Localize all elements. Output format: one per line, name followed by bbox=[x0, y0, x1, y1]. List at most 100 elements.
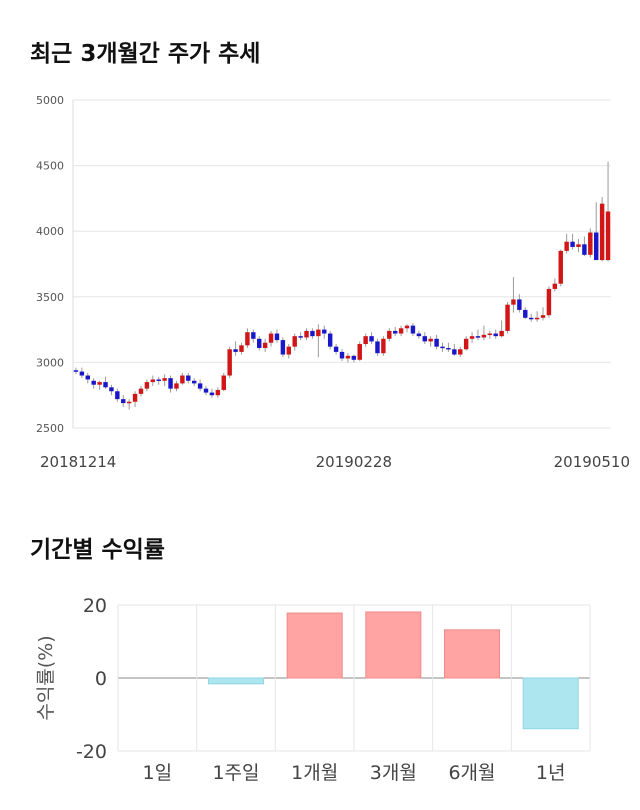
candle-body bbox=[564, 241, 569, 251]
candle-body bbox=[505, 304, 510, 331]
returns-bar bbox=[522, 677, 579, 730]
candle-body bbox=[351, 355, 357, 360]
candle-body bbox=[428, 338, 433, 342]
candle-body bbox=[121, 399, 126, 404]
candle-body bbox=[452, 349, 457, 355]
returns-x-tick-label: 3개월 bbox=[370, 762, 417, 784]
candle-body bbox=[599, 203, 605, 261]
candle-body bbox=[434, 338, 439, 347]
candle-body bbox=[345, 355, 351, 359]
candle-body bbox=[446, 347, 451, 350]
candle-body bbox=[103, 382, 108, 388]
returns-bar bbox=[365, 611, 422, 679]
candle-body bbox=[138, 388, 144, 394]
candle-body bbox=[144, 382, 150, 389]
candle-body bbox=[268, 333, 274, 343]
candle-body bbox=[310, 330, 315, 337]
returns-bar bbox=[286, 612, 343, 679]
candle-body bbox=[546, 288, 552, 316]
candle-body bbox=[375, 341, 380, 354]
candle-body bbox=[523, 309, 528, 318]
returns-x-tick-label: 1일 bbox=[143, 762, 173, 784]
price-y-tick-label: 3500 bbox=[36, 291, 64, 304]
candle-body bbox=[132, 393, 138, 402]
candle-body bbox=[552, 283, 558, 289]
returns-y-tick-label: 0 bbox=[95, 668, 107, 690]
candle-body bbox=[576, 244, 581, 247]
candle-body bbox=[570, 241, 575, 247]
candle-body bbox=[286, 346, 292, 355]
candle-body bbox=[174, 383, 179, 389]
candle-body bbox=[150, 379, 156, 383]
returns-x-tick-label: 1년 bbox=[536, 762, 566, 784]
candle-body bbox=[404, 325, 410, 329]
price-x-tick-label: 20190228 bbox=[316, 453, 392, 471]
candle-body bbox=[594, 232, 599, 261]
candle-body bbox=[316, 329, 321, 337]
candle-body bbox=[499, 330, 504, 337]
price-y-tick-label: 2500 bbox=[36, 422, 64, 435]
candle-body bbox=[245, 332, 250, 346]
candle-body bbox=[126, 401, 132, 404]
price-y-tick-label: 4000 bbox=[36, 225, 64, 238]
candle-body bbox=[91, 380, 96, 385]
price-y-tick-label: 5000 bbox=[36, 94, 64, 107]
candle-body bbox=[79, 371, 85, 376]
candle-body bbox=[605, 211, 611, 261]
candle-body bbox=[85, 375, 90, 380]
candle-body bbox=[197, 383, 203, 389]
price-candlestick-chart: 5000 4500 4000 3500 3000 2500 20181214 20190228… bbox=[36, 94, 630, 471]
candle-body bbox=[186, 375, 191, 381]
returns-y-tick-label: 20 bbox=[83, 595, 107, 617]
candle-body bbox=[168, 378, 173, 389]
candle-body bbox=[227, 349, 232, 376]
candle-body bbox=[416, 333, 422, 337]
candle-body bbox=[156, 379, 161, 381]
price-chart-title: 최근 3개월간 주가 추세 bbox=[30, 41, 261, 67]
candle-body bbox=[109, 387, 114, 392]
candle-body bbox=[475, 336, 481, 338]
candle-body bbox=[298, 336, 303, 338]
candle-body bbox=[357, 344, 362, 360]
candle-body bbox=[493, 333, 498, 337]
candle-body bbox=[517, 299, 522, 310]
returns-x-tick-label: 1개월 bbox=[291, 762, 338, 784]
candle-body bbox=[463, 338, 469, 350]
candle-body bbox=[333, 346, 339, 352]
candle-body bbox=[203, 388, 209, 393]
candle-body bbox=[209, 392, 215, 396]
candle-body bbox=[511, 299, 516, 305]
candle-body bbox=[97, 382, 102, 385]
candle-body bbox=[322, 329, 327, 334]
candle-body bbox=[558, 250, 563, 284]
candle-body bbox=[528, 317, 534, 320]
returns-bar bbox=[443, 629, 501, 679]
candle-body bbox=[387, 330, 392, 339]
candle-body bbox=[262, 342, 268, 348]
candle-body bbox=[191, 380, 197, 384]
candle-body bbox=[410, 325, 416, 334]
candle-body bbox=[398, 328, 404, 334]
candle-body bbox=[257, 338, 262, 348]
candle-body bbox=[469, 336, 475, 339]
returns-x-tick-label: 6개월 bbox=[448, 762, 495, 784]
candle-body bbox=[327, 333, 333, 347]
price-y-tick-label: 4500 bbox=[36, 160, 64, 173]
candle-body bbox=[280, 340, 286, 355]
candle-body bbox=[239, 345, 244, 352]
returns-y-axis-label: 수익률(%) bbox=[35, 635, 57, 720]
candle-body bbox=[381, 338, 386, 354]
price-x-tick-label: 20190510 bbox=[554, 453, 630, 471]
candle-body bbox=[588, 232, 593, 255]
candle-body bbox=[458, 349, 463, 355]
candle-body bbox=[221, 375, 226, 390]
candle-body bbox=[487, 333, 493, 336]
candle-body bbox=[115, 391, 120, 400]
candle-body bbox=[422, 336, 427, 342]
candle-body bbox=[215, 389, 221, 396]
candle-body bbox=[339, 351, 345, 359]
candle-body bbox=[481, 334, 487, 338]
candle-body bbox=[233, 349, 238, 352]
candle-body bbox=[73, 370, 79, 372]
